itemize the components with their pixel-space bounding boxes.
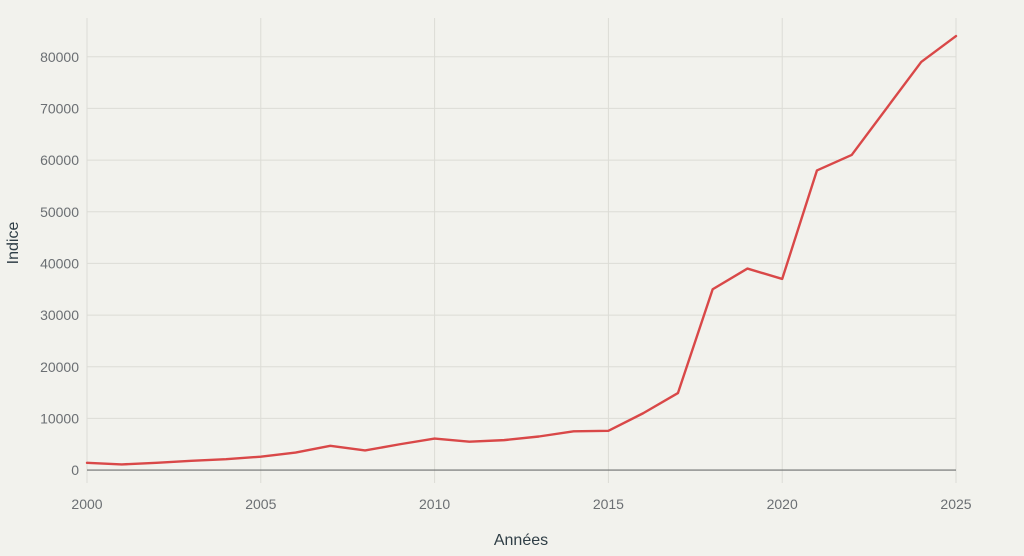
y-tick-label-50000: 50000 [40, 204, 79, 220]
series-line-0 [85, 34, 958, 466]
y-tick-label-20000: 20000 [40, 359, 79, 375]
x-axis-title: Années [494, 532, 548, 549]
y-tick-label-0: 0 [71, 462, 79, 478]
x-tick-label-2025: 2025 [940, 496, 971, 512]
y-gridlines [87, 56, 956, 419]
x-gridlines [86, 18, 957, 483]
y-tick-label-70000: 70000 [40, 100, 79, 116]
x-tick-label-2005: 2005 [245, 496, 276, 512]
x-tick-labels: 2000 2005 2010 2015 2020 2025 [71, 496, 971, 512]
x-tick-label-2010: 2010 [419, 496, 450, 512]
x-tick-label-2000: 2000 [71, 496, 102, 512]
y-tick-label-10000: 10000 [40, 410, 79, 426]
y-tick-label-60000: 60000 [40, 152, 79, 168]
y-tick-label-30000: 30000 [40, 307, 79, 323]
y-tick-label-80000: 80000 [40, 49, 79, 65]
series-layer [85, 34, 958, 466]
x-tick-label-2015: 2015 [593, 496, 624, 512]
y-tick-labels: 0 10000 20000 30000 40000 50000 60000 70000 8000… [40, 49, 79, 478]
y-axis-title: Indice [5, 222, 22, 265]
y-tick-label-40000: 40000 [40, 255, 79, 271]
x-tick-label-2020: 2020 [767, 496, 798, 512]
